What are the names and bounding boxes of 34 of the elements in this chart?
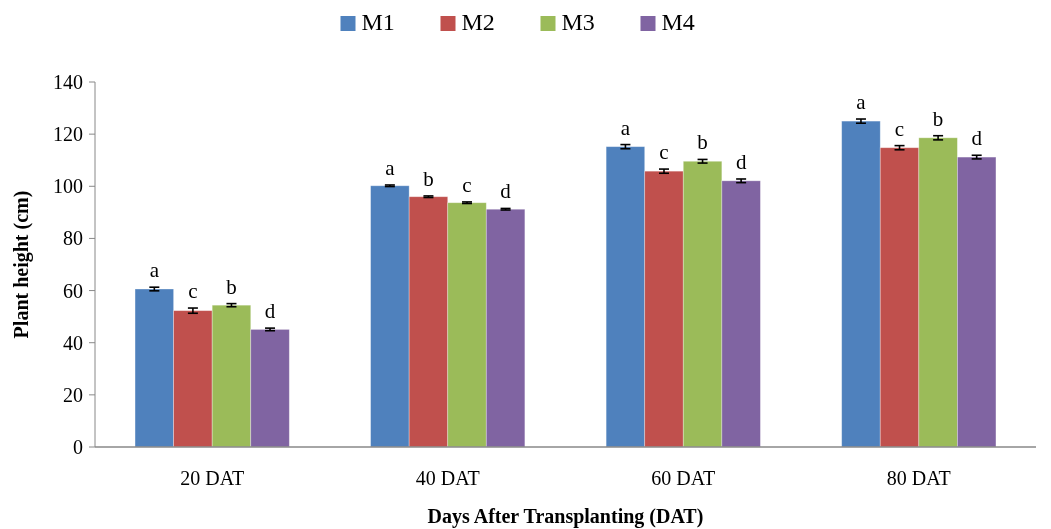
y-tick-label: 60 (63, 279, 83, 302)
legend-label: M1 (361, 9, 395, 35)
y-tick-label: 80 (63, 227, 83, 250)
legend-label: M4 (661, 9, 695, 35)
data-label: a (620, 115, 631, 140)
data-label: d (500, 179, 512, 204)
data-label: b (226, 274, 237, 299)
data-label: d (971, 126, 983, 151)
x-tick-label: 60 DAT (651, 467, 716, 489)
y-tick-label: 20 (63, 383, 83, 406)
data-label: a (149, 258, 160, 283)
data-label: a (385, 155, 396, 180)
data-label: c (659, 140, 669, 165)
data-label: b (697, 130, 708, 155)
data-label: c (188, 279, 198, 304)
data-label: b (423, 166, 434, 191)
legend-label: M2 (461, 9, 495, 35)
x-tick-label: 20 DAT (180, 467, 245, 489)
data-label: d (264, 299, 276, 324)
y-tick-label: 140 (53, 71, 83, 93)
data-label: a (856, 90, 867, 115)
x-tick-label: 40 DAT (415, 467, 480, 489)
data-label: b (932, 106, 944, 131)
y-tick-label: 0 (73, 436, 83, 458)
data-label: c (462, 172, 472, 197)
data-label: c (894, 116, 905, 141)
x-tick-label: 80 DAT (886, 467, 951, 489)
x-axis-title: Days After Transplanting (DAT) (427, 505, 704, 528)
y-tick-label: 100 (53, 175, 83, 198)
legend-label: M3 (561, 9, 595, 35)
y-tick-label: 40 (63, 331, 83, 354)
y-axis-title: Plant height (cm) (10, 190, 33, 339)
y-tick-label: 120 (53, 123, 83, 146)
data-label: d (735, 149, 747, 174)
